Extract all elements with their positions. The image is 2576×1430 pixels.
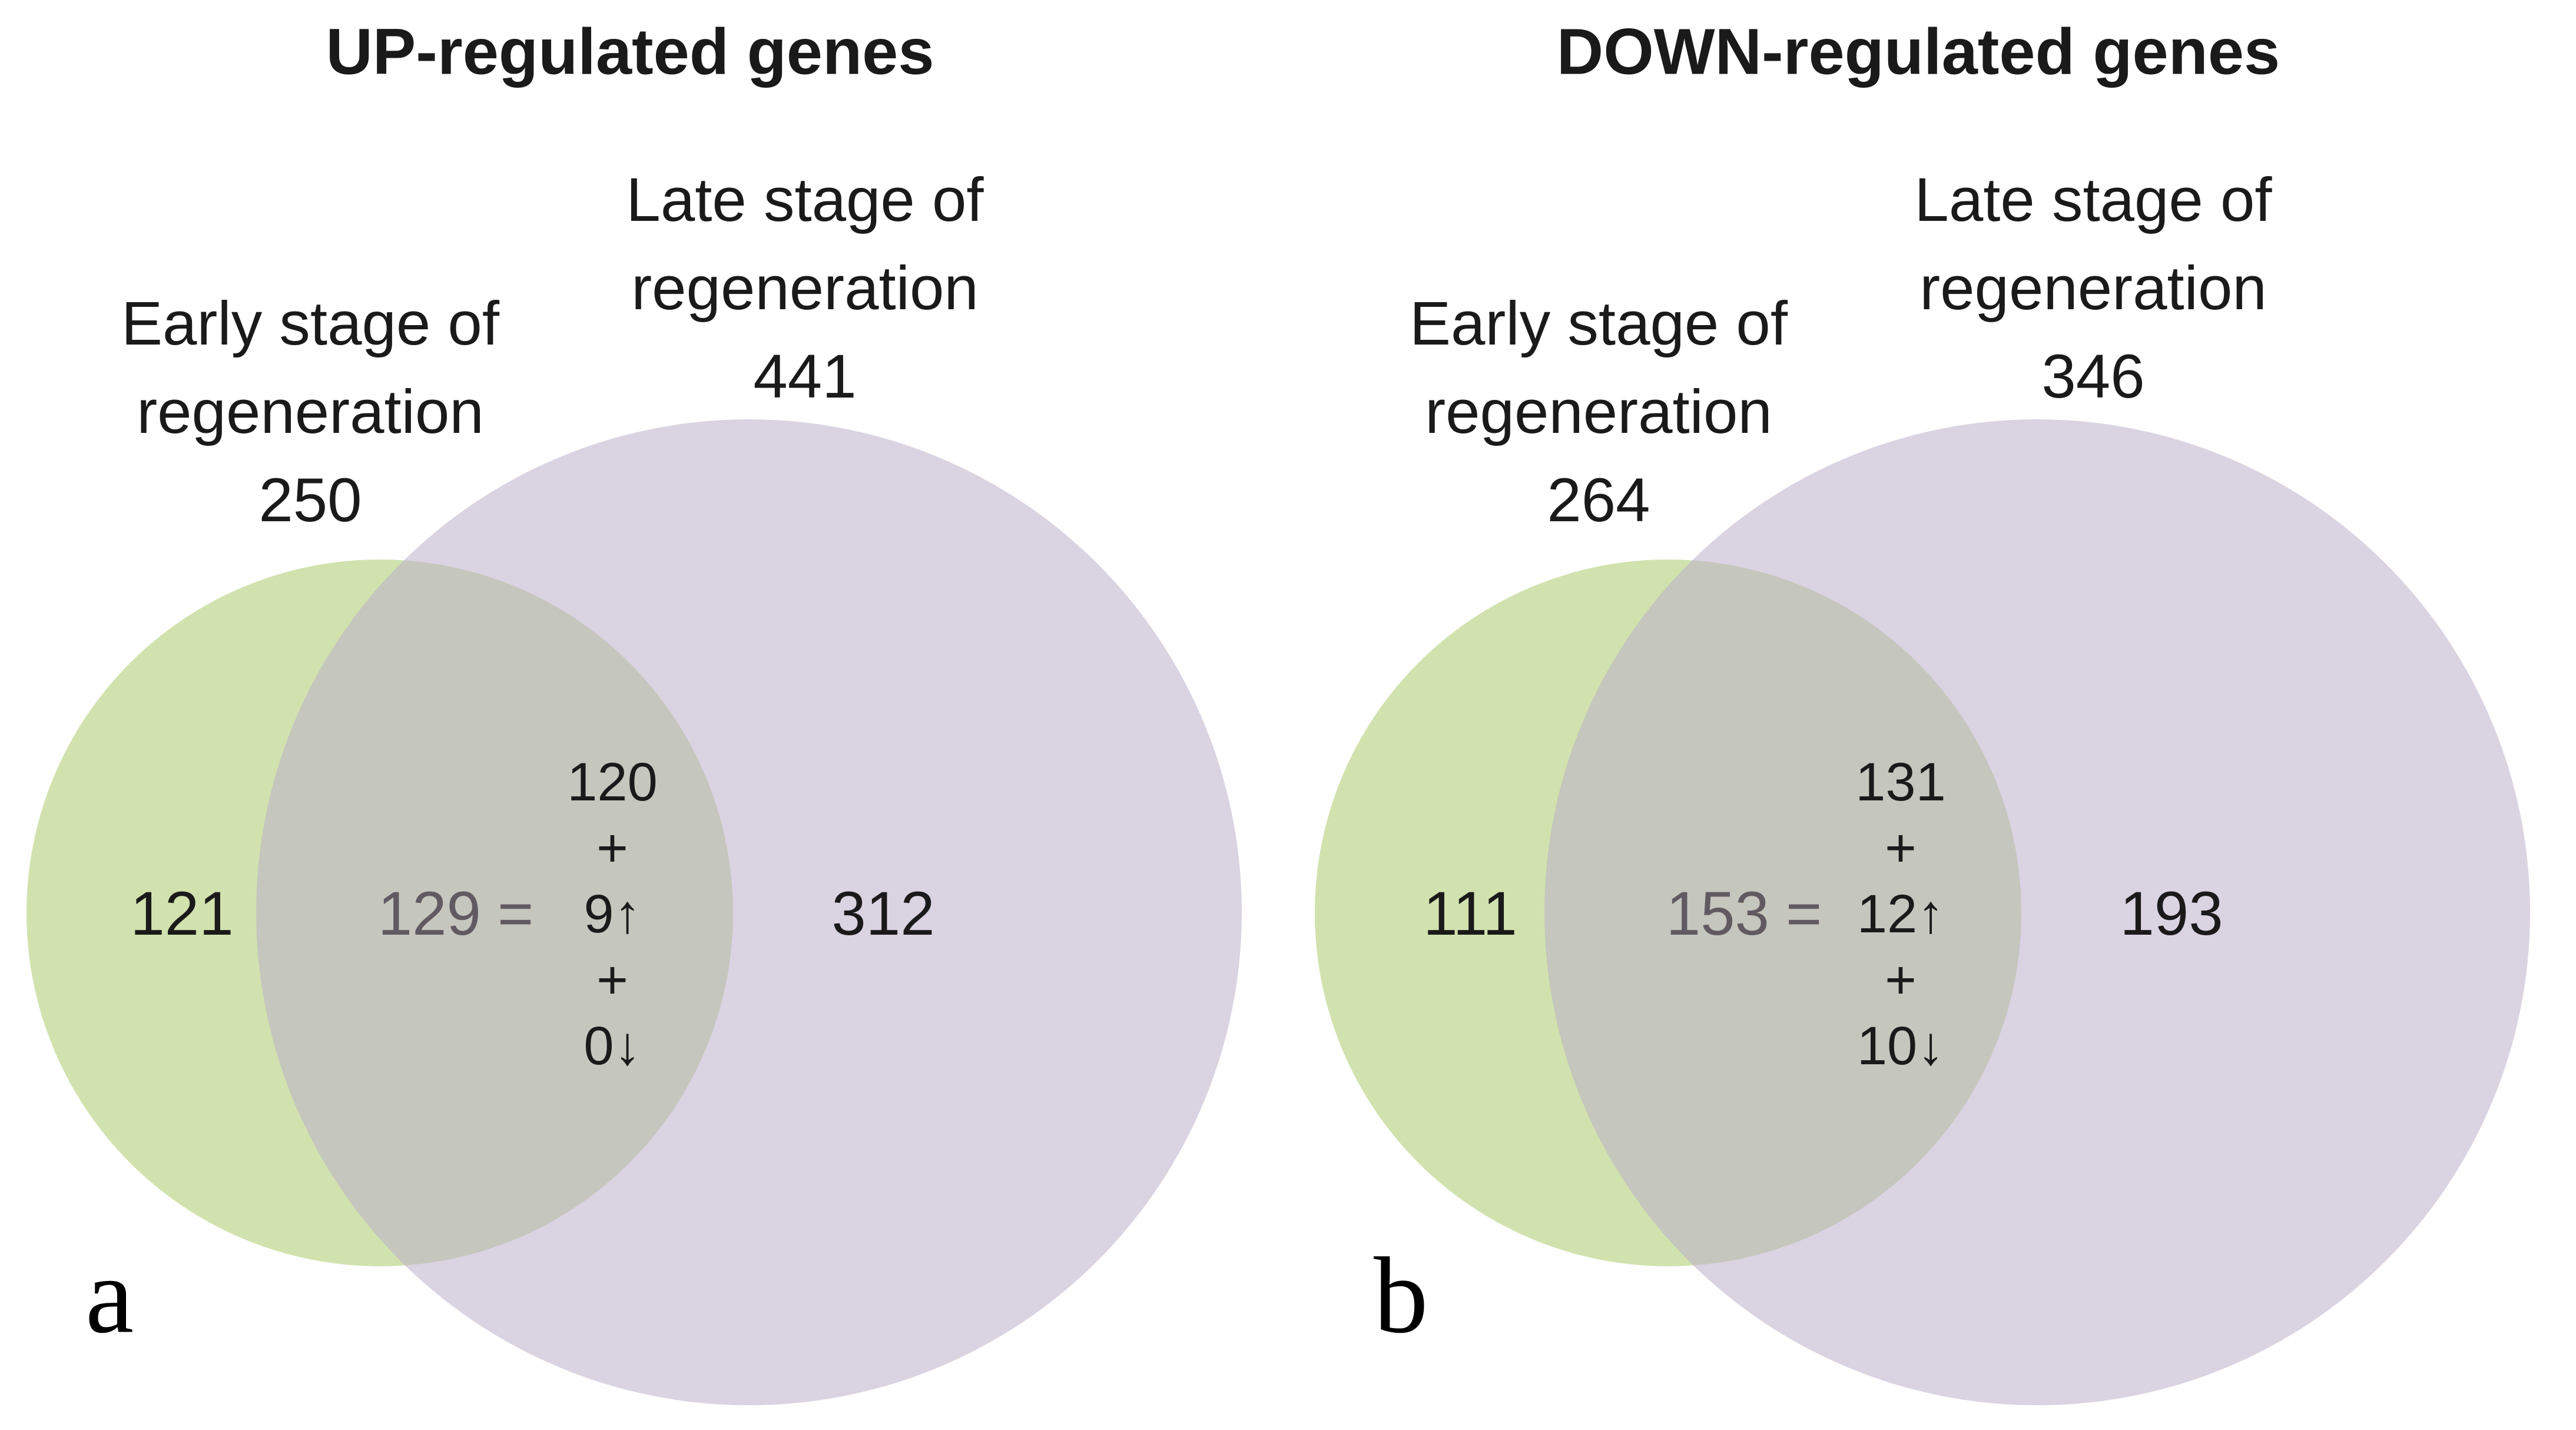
- panel-letter: b: [1374, 1235, 1428, 1356]
- early-label-line2: regeneration: [137, 378, 484, 446]
- overlap-breakdown: 120 + 9↑ + 0↓: [567, 749, 658, 1079]
- early-only-count: 121: [130, 879, 234, 948]
- plus-sign: +: [1885, 818, 1917, 878]
- plus-sign: +: [596, 818, 628, 878]
- late-label-line1: Late stage of: [626, 165, 984, 234]
- panel-title: DOWN-regulated genes: [1556, 15, 2280, 88]
- panel-up-regulated: UP-regulated genes Early stage of regene…: [26, 15, 1242, 1405]
- early-circle-label: Early stage of regeneration 264: [1410, 280, 1788, 545]
- equals-sign: =: [497, 879, 534, 948]
- overlap-total-number: 129: [377, 879, 481, 948]
- late-label-line2: regeneration: [631, 254, 979, 323]
- plus-sign: +: [596, 950, 628, 1010]
- late-set-total: 441: [753, 342, 857, 411]
- early-label-line2: regeneration: [1425, 378, 1772, 446]
- late-only-count: 312: [831, 879, 935, 948]
- late-label-line2: regeneration: [1919, 254, 2267, 323]
- early-circle-label: Early stage of regeneration 250: [121, 280, 499, 545]
- early-label-line1: Early stage of: [1410, 289, 1788, 358]
- early-set-total: 250: [258, 466, 362, 535]
- early-only-count: 111: [1423, 879, 1517, 948]
- breakdown-up-count: 9↑: [584, 884, 641, 944]
- breakdown-up-count: 12↑: [1856, 884, 1945, 944]
- early-label-line1: Early stage of: [121, 289, 499, 358]
- late-set-total: 346: [2041, 342, 2145, 411]
- overlap-breakdown: 131 + 12↑ + 10↓: [1855, 749, 1946, 1079]
- equals-sign: =: [1785, 879, 1822, 948]
- panel-title: UP-regulated genes: [326, 15, 934, 88]
- breakdown-same-count: 131: [1855, 752, 1946, 812]
- overlap-total: 153 =: [1666, 879, 1822, 949]
- early-set-total: 264: [1547, 466, 1650, 535]
- late-only-count: 193: [2120, 879, 2223, 948]
- breakdown-down-count: 0↓: [584, 1016, 641, 1076]
- late-stage-circle: [1544, 419, 2530, 1405]
- overlap-total-number: 153: [1666, 879, 1769, 948]
- breakdown-same-count: 120: [567, 752, 658, 812]
- late-circle-label: Late stage of regeneration 346: [1914, 156, 2272, 421]
- panel-letter: a: [85, 1235, 134, 1356]
- late-stage-circle: [256, 419, 1242, 1405]
- late-label-line1: Late stage of: [1914, 165, 2272, 234]
- panel-down-regulated: DOWN-regulated genes Early stage of rege…: [1288, 0, 2576, 1430]
- late-circle-label: Late stage of regeneration 441: [626, 156, 983, 421]
- breakdown-down-count: 10↓: [1856, 1016, 1945, 1076]
- plus-sign: +: [1885, 950, 1917, 1010]
- overlap-total: 129 =: [378, 879, 534, 949]
